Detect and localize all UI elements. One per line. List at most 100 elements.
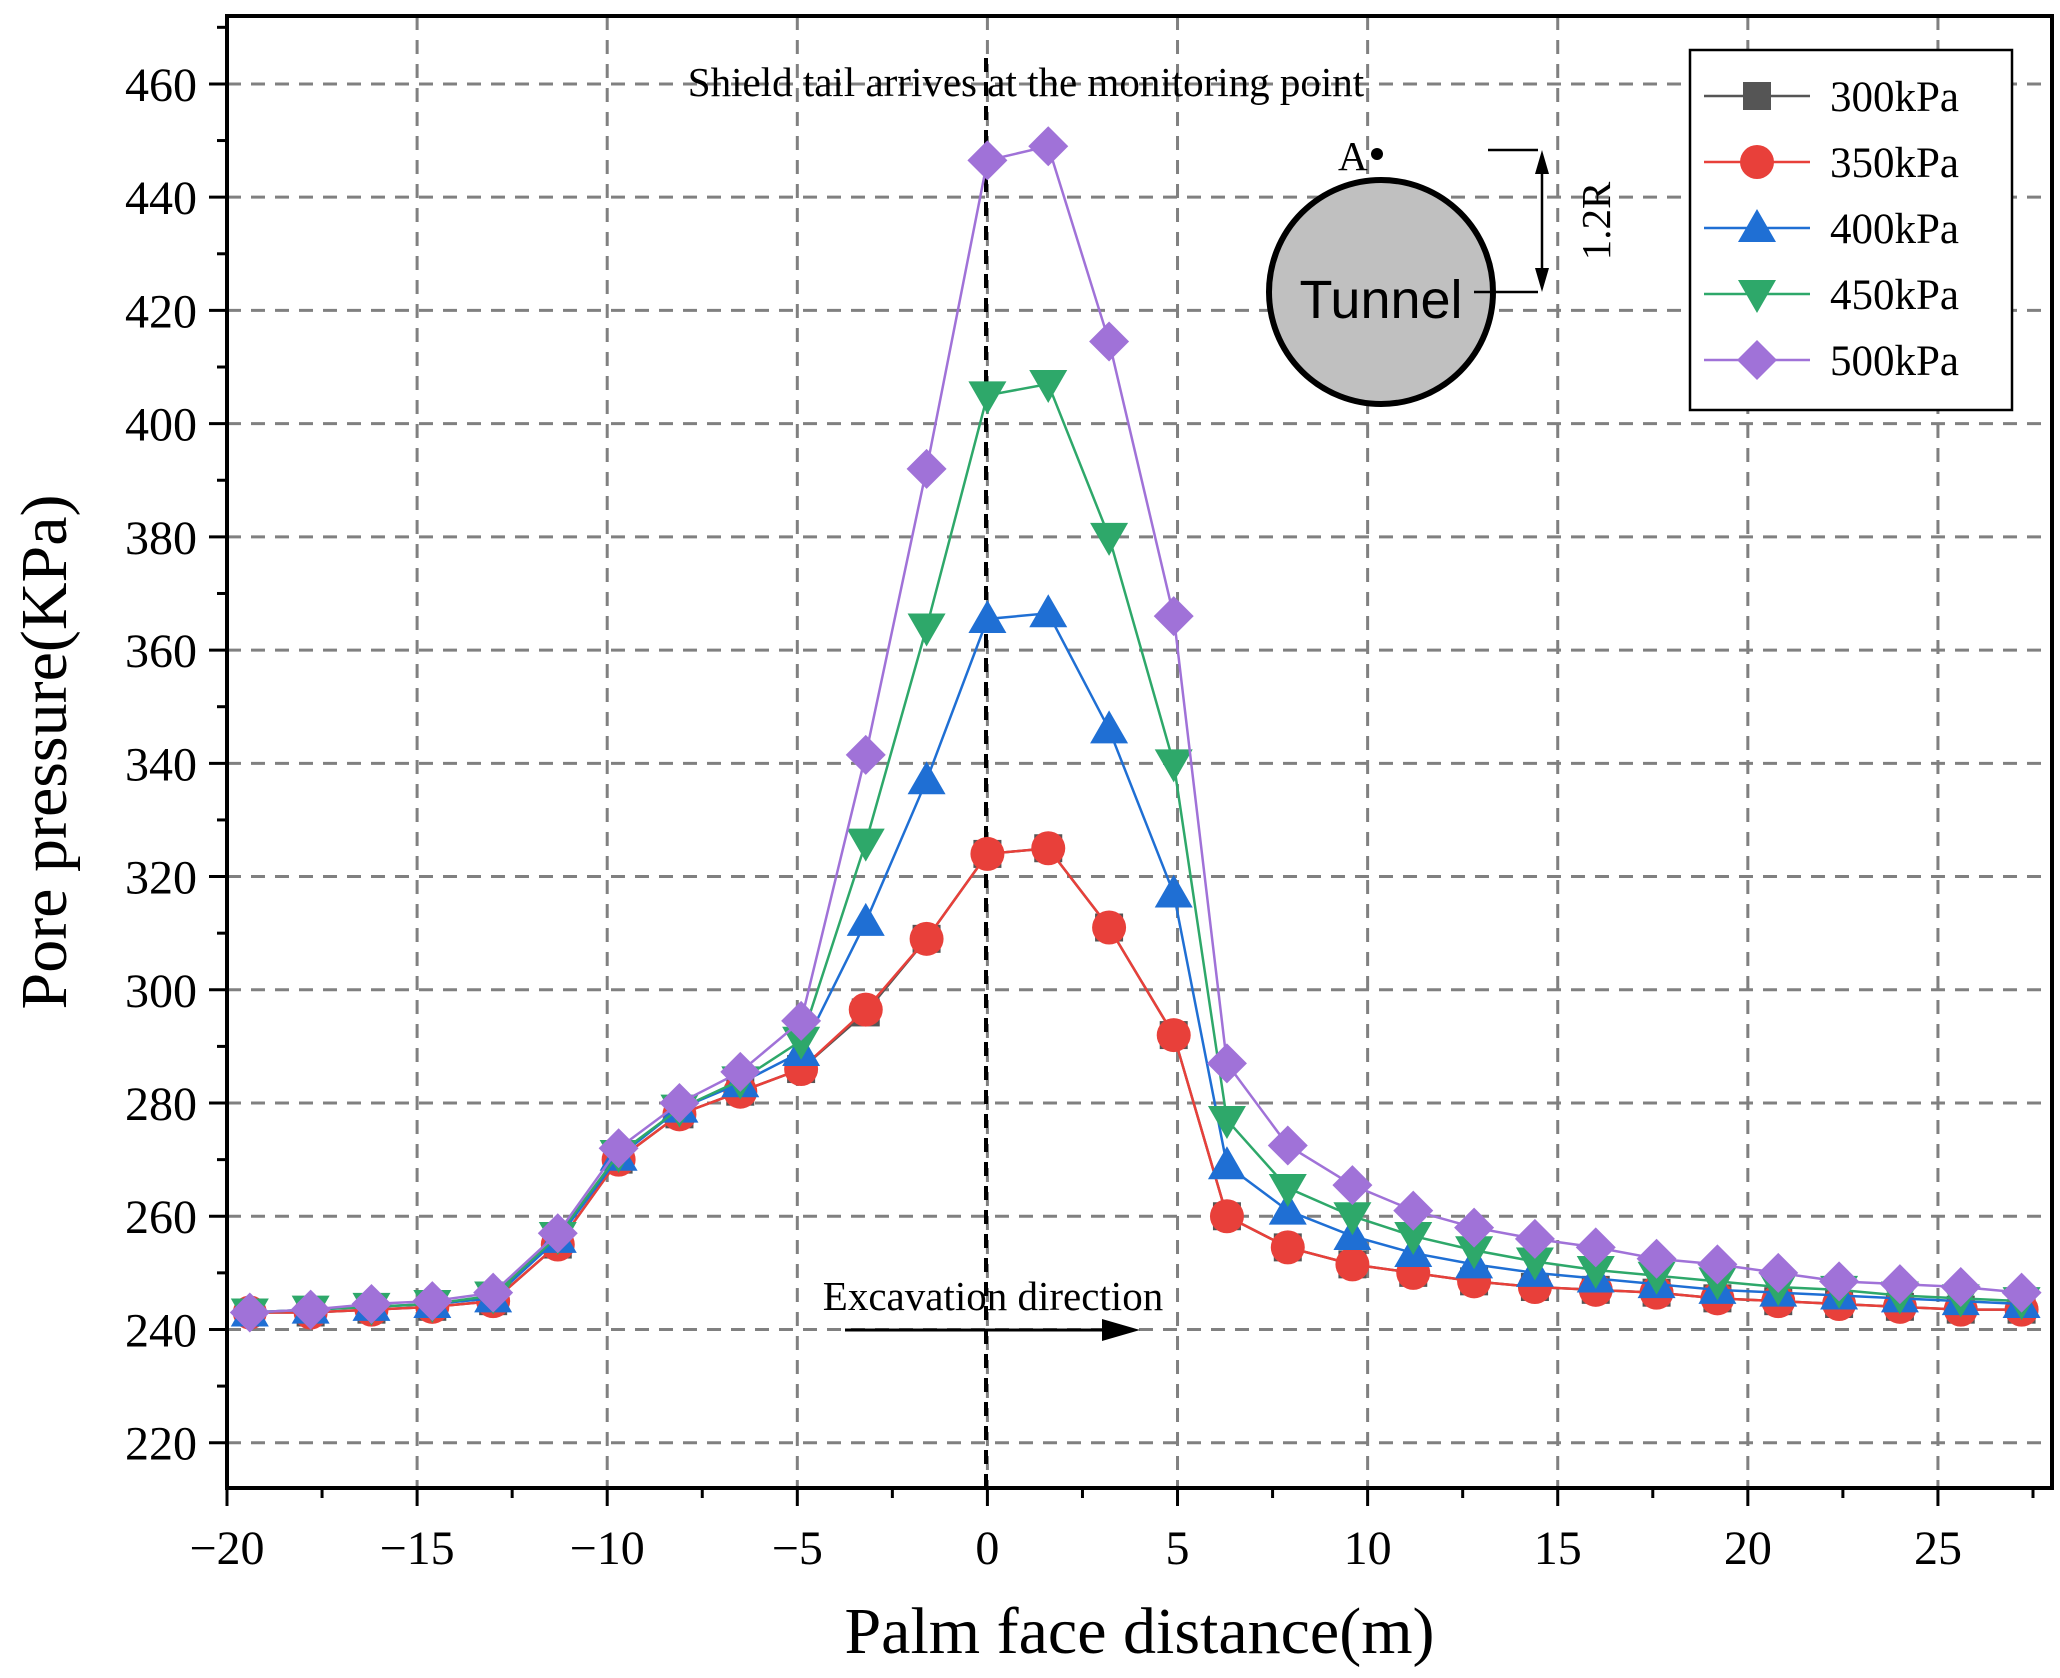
series-300kPa [235, 834, 2036, 1327]
data-point-500kPa [720, 1051, 761, 1092]
data-point-400kPa [1090, 710, 1129, 744]
data-point-350kPa [970, 836, 1005, 871]
data-point-500kPa [1028, 126, 1069, 167]
legend-label-400kPa: 400kPa [1830, 206, 1959, 253]
series-450kPa [230, 370, 2041, 1332]
y-tick-label: 420 [125, 285, 197, 338]
series-line-450kPa [249, 382, 2022, 1314]
legend-label-450kPa: 450kPa [1830, 272, 1959, 319]
legend-marker-350kPa [1740, 145, 1774, 179]
data-point-500kPa [1819, 1261, 1860, 1302]
data-point-450kPa [1455, 1236, 1494, 1270]
series-line-400kPa [249, 611, 2022, 1314]
y-tick-label: 300 [125, 965, 197, 1018]
data-point-450kPa [1207, 1106, 1246, 1139]
data-point-400kPa [1154, 874, 1193, 908]
data-point-500kPa [473, 1272, 514, 1313]
point-a-label: A [1338, 133, 1368, 179]
data-point-500kPa [1636, 1238, 1677, 1279]
data-point-450kPa [782, 1026, 821, 1060]
data-point-350kPa [909, 921, 944, 956]
data-point-350kPa [1031, 831, 1066, 866]
data-point-500kPa [412, 1281, 453, 1322]
data-point-500kPa [1267, 1125, 1308, 1166]
data-point-500kPa [351, 1284, 392, 1324]
data-point-500kPa [598, 1128, 639, 1169]
data-point-500kPa [1153, 596, 1194, 637]
data-point-350kPa [1156, 1018, 1191, 1053]
dimension-arrow-top [1535, 150, 1549, 174]
data-point-500kPa [1575, 1227, 1616, 1268]
x-tick-label: 10 [1344, 1522, 1392, 1575]
y-tick-label: 440 [125, 172, 197, 225]
data-point-400kPa [1207, 1146, 1246, 1180]
data-point-500kPa [537, 1213, 578, 1254]
data-point-500kPa [659, 1083, 700, 1124]
y-tick-label: 240 [125, 1304, 197, 1357]
y-tick-label: 400 [125, 399, 197, 452]
x-tick-label: −15 [380, 1522, 455, 1575]
data-point-500kPa [290, 1289, 331, 1330]
legend-marker-300kPa [1743, 82, 1771, 110]
data-point-500kPa [1758, 1252, 1799, 1293]
data-point-450kPa [1333, 1202, 1372, 1236]
data-point-450kPa [846, 828, 885, 862]
data-point-450kPa [1154, 749, 1193, 783]
data-point-450kPa [1090, 522, 1129, 556]
y-tick-label: 220 [125, 1418, 197, 1471]
data-point-350kPa [1209, 1199, 1244, 1234]
data-point-400kPa [1268, 1191, 1307, 1225]
data-point-350kPa [1335, 1247, 1370, 1282]
annotations: Shield tail arrives at the monitoring po… [688, 58, 1619, 1488]
series-line-350kPa [249, 846, 2022, 1314]
series-350kPa [232, 831, 2039, 1330]
x-tick-label: −20 [189, 1522, 264, 1575]
y-tick-label: 460 [125, 59, 197, 112]
tunnel-label: Tunnel [1299, 270, 1462, 330]
data-point-400kPa [1029, 594, 1068, 628]
data-point-350kPa [848, 992, 883, 1027]
legend-marker-400kPa [1738, 209, 1776, 242]
data-point-500kPa [1514, 1218, 1555, 1259]
x-tick-label: −5 [772, 1522, 823, 1575]
legend-label-300kPa: 300kPa [1830, 74, 1959, 121]
data-point-450kPa [907, 613, 946, 647]
data-point-500kPa [2001, 1272, 2042, 1313]
data-point-350kPa [1270, 1230, 1305, 1265]
y-tick-label: 380 [125, 512, 197, 565]
legend: 300kPa 350kPa 400kPa 450kPa 500kPa [1688, 48, 2014, 412]
data-point-450kPa [1515, 1247, 1554, 1281]
data-point-500kPa [1206, 1043, 1247, 1084]
data-point-350kPa [1092, 910, 1127, 945]
x-tick-label: 20 [1724, 1522, 1772, 1575]
y-tick-label: 280 [125, 1078, 197, 1131]
data-point-500kPa [1332, 1165, 1373, 1206]
series-line-300kPa [249, 846, 2022, 1314]
y-axis-title: Pore pressure(KPa) [8, 494, 81, 1009]
data-point-400kPa [968, 599, 1007, 633]
data-point-450kPa [1394, 1222, 1433, 1256]
data-point-500kPa [1697, 1244, 1738, 1285]
monitoring-point-a [1371, 148, 1383, 160]
excavation-arrow-head [1102, 1319, 1140, 1341]
x-axis-title: Palm face distance(m) [844, 1595, 1434, 1668]
data-point-450kPa [1576, 1256, 1615, 1290]
y-tick-label: 360 [125, 625, 197, 678]
x-tick-label: −10 [570, 1522, 645, 1575]
x-tick-label: 15 [1534, 1522, 1582, 1575]
x-tick-label: 25 [1914, 1522, 1962, 1575]
y-tick-label: 320 [125, 852, 197, 905]
data-point-500kPa [229, 1292, 270, 1333]
y-tick-label: 340 [125, 738, 197, 791]
excavation-direction-annotation: Excavation direction [823, 1273, 1163, 1319]
data-point-400kPa [846, 902, 885, 936]
x-tick-label: 0 [975, 1522, 999, 1575]
series [229, 126, 2042, 1333]
legend-marker-450kPa [1738, 280, 1776, 313]
data-point-450kPa [1268, 1173, 1307, 1207]
data-point-400kPa [907, 761, 946, 795]
series-500kPa [229, 126, 2042, 1333]
data-point-500kPa [906, 448, 947, 489]
